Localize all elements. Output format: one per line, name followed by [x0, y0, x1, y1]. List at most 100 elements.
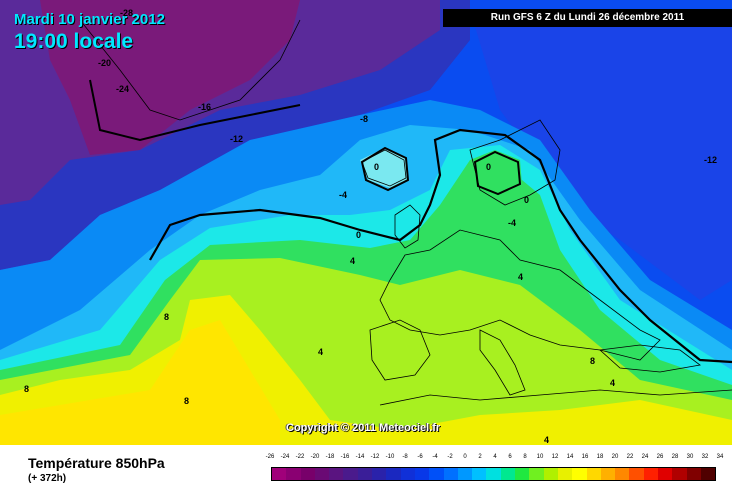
contour-label: 8 [590, 356, 595, 366]
scale-label: -16 [340, 454, 350, 460]
scale-swatch [300, 468, 315, 480]
scale-swatch [472, 468, 487, 480]
contour-label: 0 [524, 195, 529, 205]
scale-label: -18 [325, 454, 335, 460]
scale-swatch [700, 468, 716, 480]
scale-label: 4 [493, 454, 497, 460]
scale-label: -14 [355, 454, 365, 460]
scale-label: 26 [656, 454, 664, 460]
coastline-turkey [599, 344, 701, 373]
scale-label: 30 [686, 454, 694, 460]
cold-pocket-scandinavia [470, 150, 522, 195]
scale-label: 10 [536, 454, 544, 460]
scale-swatch [600, 468, 616, 480]
scale-swatch [400, 468, 415, 480]
scale-label: 2 [478, 454, 482, 460]
scale-label: 20 [611, 454, 619, 460]
isotherm-minus16-thick [89, 79, 301, 142]
contour-label: -4 [508, 218, 516, 228]
legend-panel: Température 850hPa (+ 372h) -26 -24 -22 -20… [0, 445, 732, 488]
contour-labels: -28 -20 -24 -16 -12 -8 -12 -4 0 0 0 0 -4… [24, 8, 717, 445]
scale-label: -22 [295, 454, 305, 460]
coastline-greenland [79, 19, 301, 121]
scale-swatch [443, 468, 458, 480]
scale-swatch [529, 468, 544, 480]
coastlines [79, 19, 732, 406]
lead-time: (+ 372h) [28, 473, 67, 484]
scale-swatch [272, 468, 287, 480]
scale-label: 22 [626, 454, 634, 460]
scale-swatch [372, 468, 387, 480]
scale-label: -4 [432, 454, 438, 460]
coldest-core-greenland [40, 0, 300, 155]
temperature-map: -28 -20 -24 -16 -12 -8 -12 -4 0 0 0 0 -4… [0, 0, 732, 445]
scale-label: -20 [310, 454, 320, 460]
copyright: Copyright © 2011 Meteociel.fr [286, 422, 441, 434]
scale-label: 18 [596, 454, 604, 460]
scale-swatch [643, 468, 659, 480]
scale-label: 28 [671, 454, 679, 460]
run-info: Run GFS 6 Z du Lundi 26 décembre 2011 [443, 9, 732, 27]
coastline-iceland [361, 149, 407, 187]
contour-label: 8 [24, 384, 29, 394]
contour-label: -16 [198, 102, 211, 112]
forecast-time: 19:00 locale [14, 30, 134, 53]
scale-swatch [457, 468, 473, 480]
contour-label: 4 [318, 347, 323, 357]
color-scale [271, 467, 716, 481]
scale-label: 8 [523, 454, 527, 460]
cold-airmass-north-east [470, 10, 732, 300]
contour-label: 4 [544, 435, 549, 445]
scale-label: 6 [508, 454, 512, 460]
scale-label: 34 [716, 454, 724, 460]
scale-label: -10 [385, 454, 395, 460]
scale-swatch [658, 468, 673, 480]
scale-swatch [515, 468, 530, 480]
scale-swatch [672, 468, 687, 480]
scale-label: 14 [566, 454, 574, 460]
scale-label: -12 [370, 454, 380, 460]
contour-label: 8 [164, 312, 169, 322]
scale-label: 32 [701, 454, 709, 460]
band-gold [0, 320, 280, 445]
contour-label: -4 [339, 190, 347, 200]
coastline-scandinavia [469, 119, 561, 206]
scale-label: 0 [463, 454, 467, 460]
scale-label: 24 [641, 454, 649, 460]
scale-swatch [686, 468, 701, 480]
contour-label: 8 [184, 396, 189, 406]
scale-swatch [386, 468, 401, 480]
scale-swatch [500, 468, 516, 480]
isotherm-zero-thick [149, 128, 732, 364]
coastline-italy [479, 329, 526, 396]
coastline-british-isles [394, 204, 421, 249]
forecast-date: Mardi 10 janvier 2012 [14, 11, 165, 28]
scale-swatch [314, 468, 330, 480]
contour-label: 0 [374, 162, 379, 172]
scale-label: 12 [551, 454, 559, 460]
contour-label: 4 [610, 378, 615, 388]
scale-swatch [329, 468, 344, 480]
scale-swatch [343, 468, 358, 480]
scale-label: -24 [280, 454, 290, 460]
contour-label: 0 [486, 162, 491, 172]
contour-label: 4 [518, 272, 523, 282]
scale-swatch [357, 468, 373, 480]
contour-label: -20 [98, 58, 111, 68]
variable-name: Température 850hPa [28, 455, 165, 471]
scale-swatch [629, 468, 644, 480]
scale-swatch [414, 468, 430, 480]
scale-label: -8 [402, 454, 408, 460]
scale-label: -2 [447, 454, 453, 460]
contour-label: -12 [230, 134, 243, 144]
contour-label: -28 [120, 8, 133, 18]
scale-label: -26 [265, 454, 275, 460]
scale-swatch [615, 468, 630, 480]
scale-labels: -26 -24 -22 -20 -18 -16 -14 -12 -10 -8 -6 -4 -2 0 2 4 6 8… [265, 454, 725, 466]
scale-swatch [572, 468, 587, 480]
scale-swatch [486, 468, 501, 480]
coastline-iberia [369, 319, 431, 381]
contour-label: 0 [356, 230, 361, 240]
isotherm-zero-iceland [360, 146, 410, 192]
cold-pocket-iceland [360, 148, 408, 188]
